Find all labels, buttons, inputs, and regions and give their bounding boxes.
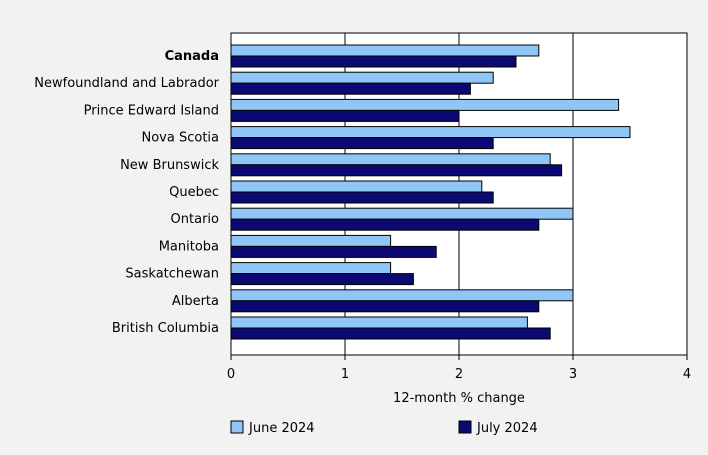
category-label-4: New Brunswick	[120, 158, 219, 173]
category-label-3: Nova Scotia	[142, 131, 220, 146]
category-label-9: Alberta	[172, 294, 219, 309]
x-tick-label-0: 0	[227, 367, 235, 382]
bar-british-columbia-series-1	[230, 327, 551, 340]
bar-prince-edward-island-series-0	[230, 98, 620, 111]
bar-saskatchewan-series-0	[230, 262, 392, 275]
bar-ontario-series-1	[230, 218, 540, 231]
category-label-7: Manitoba	[159, 239, 219, 254]
x-axis-ticks: 0 1 2 3 4	[227, 355, 691, 382]
legend-swatch-0	[230, 420, 244, 434]
bar-saskatchewan-series-1	[230, 273, 414, 286]
category-labels: Canada Newfoundland and Labrador Prince Ed…	[34, 49, 219, 336]
x-tick-label-4: 4	[683, 367, 691, 382]
category-label-10: British Columbia	[112, 321, 219, 336]
bars	[230, 44, 631, 340]
bar-nova-scotia-series-0	[230, 126, 631, 139]
bar-newfoundland-and-labrador-series-1	[230, 82, 471, 95]
bar-new-brunswick-series-0	[230, 153, 551, 166]
bar-quebec-series-0	[230, 180, 483, 193]
bar-new-brunswick-series-1	[230, 164, 563, 177]
x-axis-title: 12-month % change	[393, 391, 525, 406]
bar-newfoundland-and-labrador-series-0	[230, 71, 494, 84]
legend: June 2024 July 2024	[230, 420, 538, 436]
bar-alberta-series-0	[230, 289, 574, 302]
x-tick-label-1: 1	[341, 367, 349, 382]
x-tick-label-2: 2	[455, 367, 463, 382]
x-tick-label-3: 3	[569, 367, 577, 382]
bar-canada-series-1	[230, 55, 517, 68]
category-label-5: Quebec	[169, 185, 219, 200]
legend-label-1: July 2024	[476, 421, 538, 436]
category-label-8: Saskatchewan	[125, 267, 219, 282]
bar-quebec-series-1	[230, 191, 494, 204]
bar-british-columbia-series-0	[230, 316, 528, 329]
category-label-2: Prince Edward Island	[84, 103, 219, 118]
bar-canada-series-0	[230, 44, 540, 57]
category-label-6: Ontario	[171, 212, 219, 227]
bar-alberta-series-1	[230, 300, 540, 313]
legend-label-0: June 2024	[248, 421, 315, 436]
bar-prince-edward-island-series-1	[230, 109, 460, 122]
bar-manitoba-series-1	[230, 245, 437, 258]
legend-swatch-1	[458, 420, 472, 434]
category-label-1: Newfoundland and Labrador	[34, 76, 219, 91]
bar-manitoba-series-0	[230, 234, 392, 247]
bar-nova-scotia-series-1	[230, 137, 494, 150]
category-label-0: Canada	[165, 49, 219, 64]
bar-ontario-series-0	[230, 207, 574, 220]
